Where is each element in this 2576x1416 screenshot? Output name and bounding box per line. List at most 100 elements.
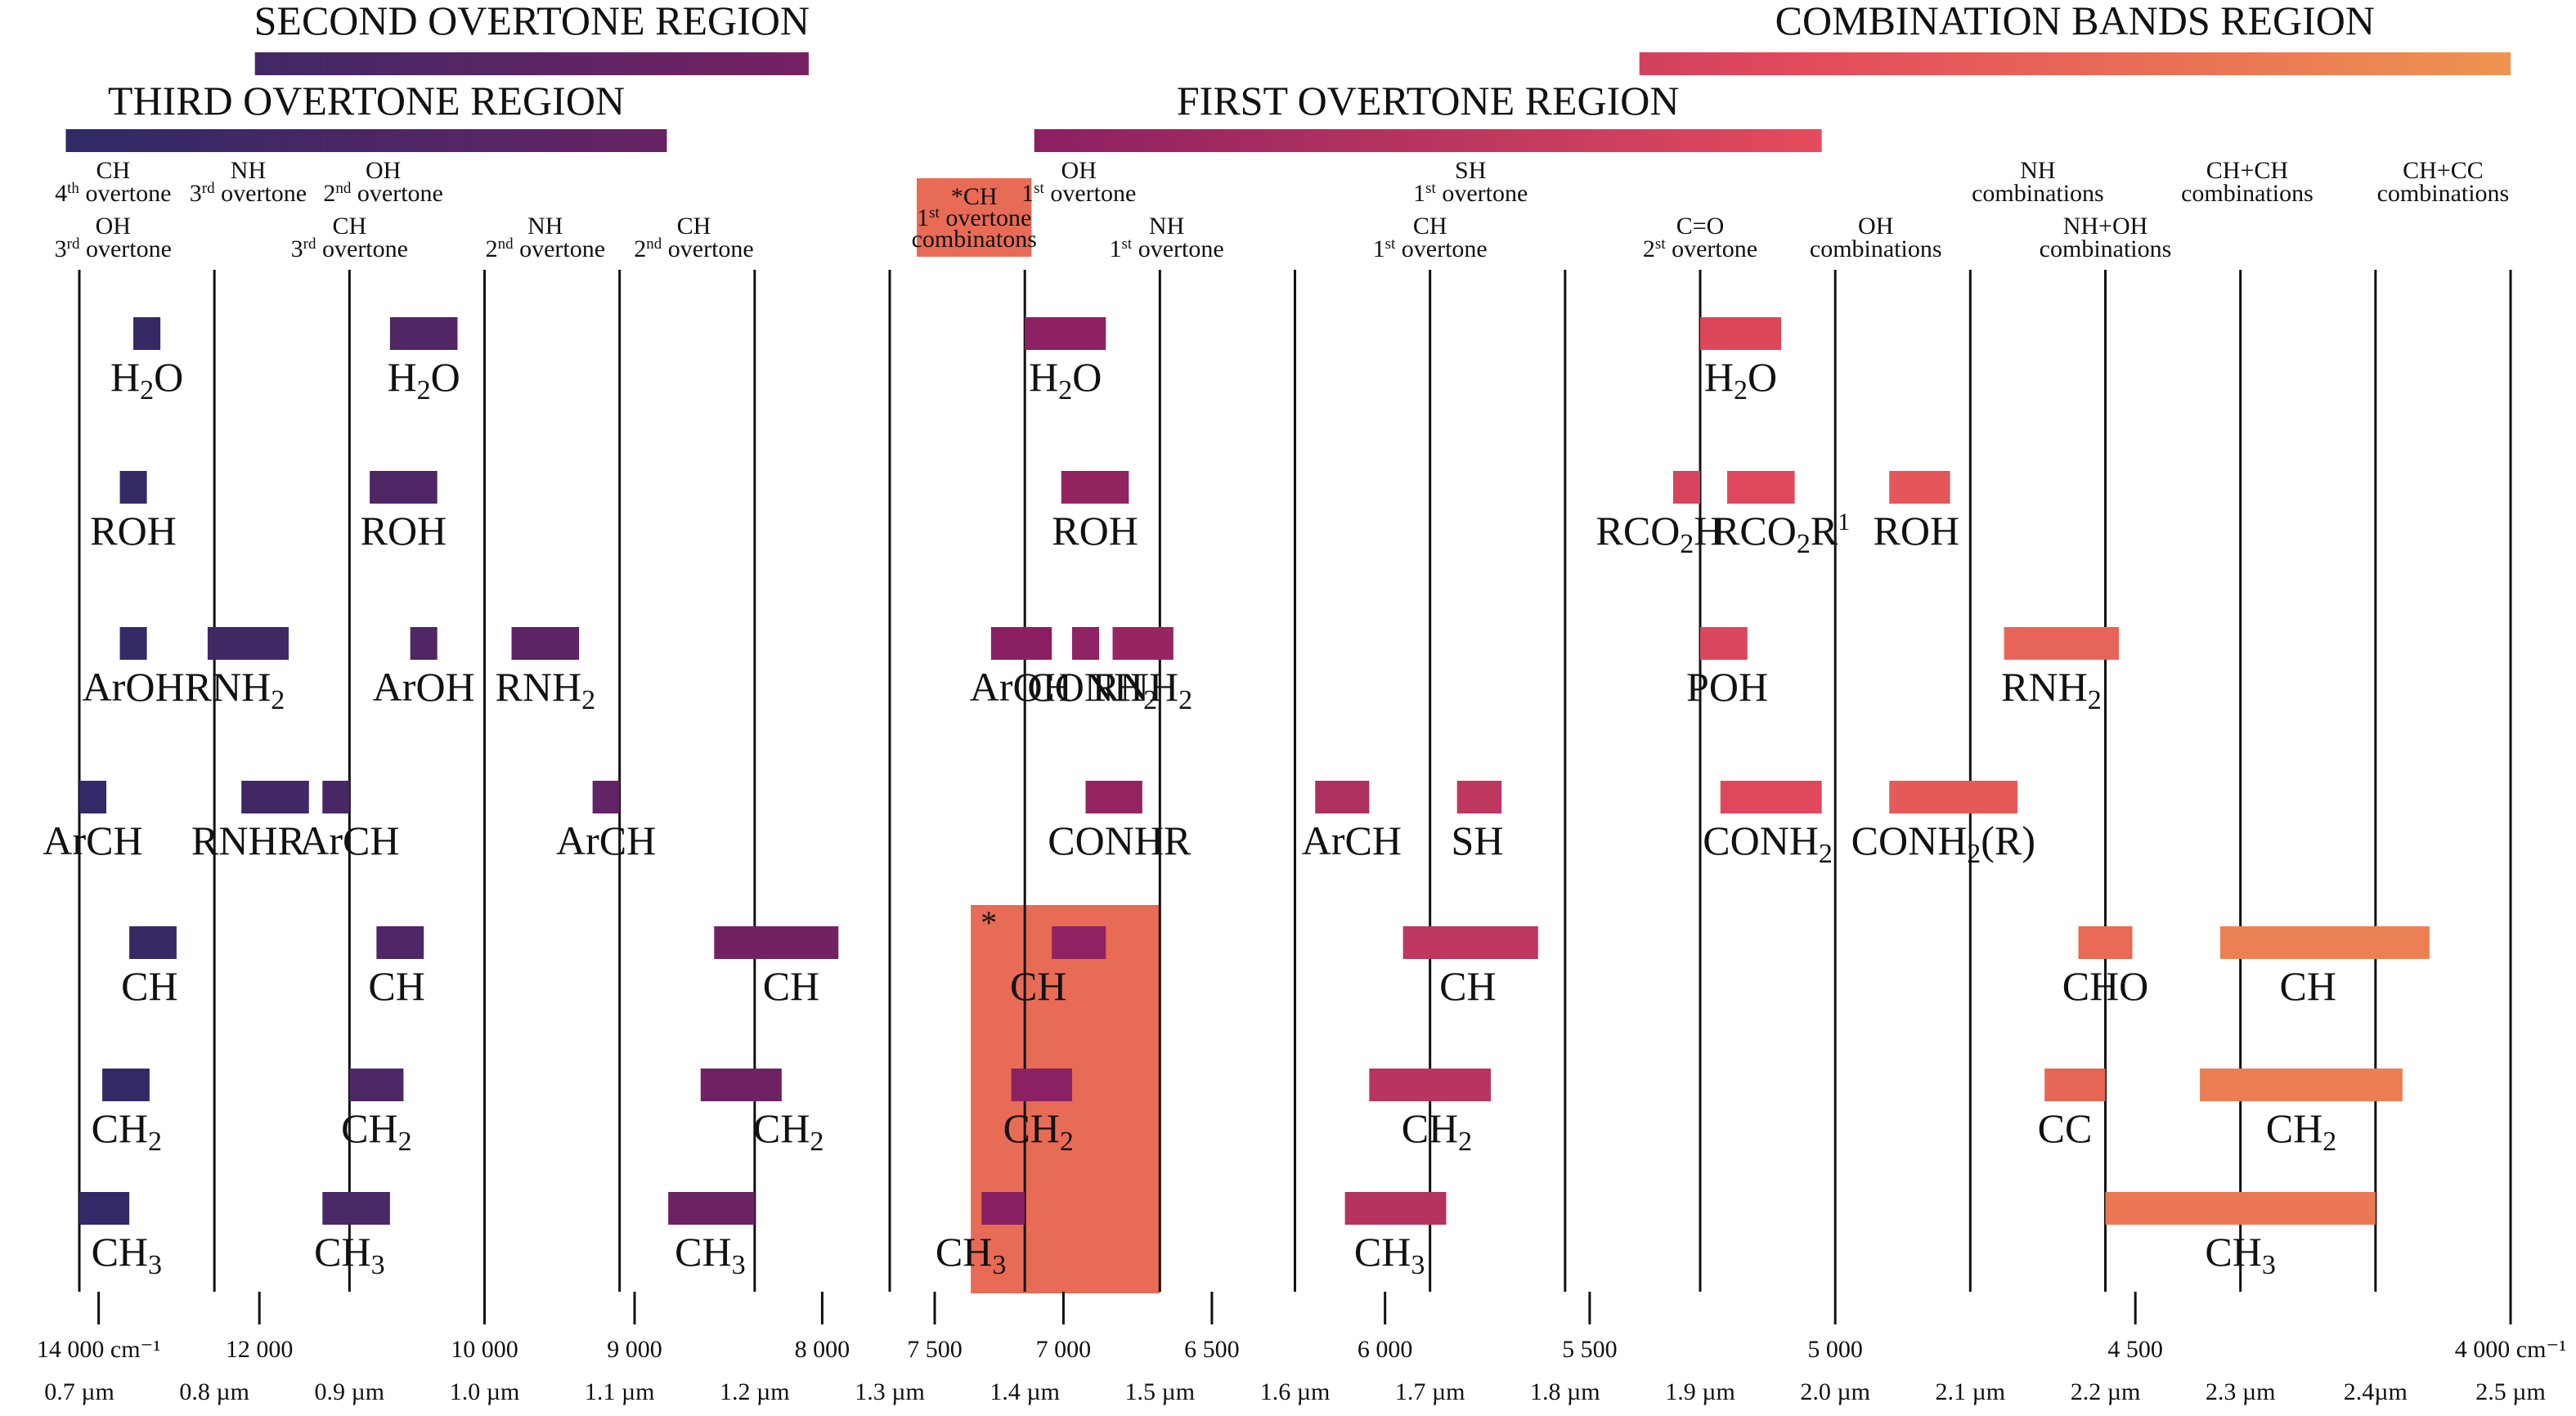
absorption-band: [1727, 471, 1795, 504]
wavenumber-tick-label: 8 000: [795, 1336, 850, 1363]
absorption-band: [1700, 317, 1782, 350]
wavenumber-tick-label: 6 000: [1358, 1336, 1413, 1363]
wavelength-tick-label: 0.9 µm: [315, 1378, 385, 1405]
header-group: OH: [96, 213, 131, 240]
wavenumber-tick-label: 12 000: [226, 1336, 294, 1363]
band-row5: CH CH CH CH CH CHO CH: [121, 926, 2430, 1009]
wavelength-tick-label: 2.0 µm: [1800, 1378, 1870, 1405]
wavenumber-tick-label: 5 000: [1807, 1336, 1863, 1363]
band-label: CH: [763, 963, 819, 1009]
wavelength-tick-label: 1.8 µm: [1530, 1378, 1600, 1405]
absorption-band: [981, 1192, 1025, 1225]
band-label: CH3: [92, 1229, 162, 1280]
header-group: CH: [332, 213, 366, 240]
wavenumber-tick-label: 4 500: [2107, 1336, 2163, 1363]
region-bar: [1639, 52, 2511, 75]
wavenumber-tick-label: 7 000: [1036, 1336, 1092, 1363]
wavelength-tick-label: 1.1 µm: [585, 1378, 655, 1405]
band-label: CC: [2038, 1105, 2093, 1151]
absorption-band: [2044, 1069, 2106, 1101]
band-label: SH: [1452, 818, 1504, 863]
wavelength-tick-label: 2.1 µm: [1936, 1378, 2006, 1405]
band-row7: CH3 CH3 CH3 CH3 CH3 CH3: [79, 1192, 2376, 1280]
wavelength-tick-label: 1.4 µm: [990, 1378, 1060, 1405]
absorption-band: [2004, 627, 2120, 660]
absorption-band: [79, 781, 107, 813]
absorption-band: [1889, 781, 2018, 813]
band-label: ArCH: [299, 818, 399, 863]
band-label: CONH2: [1027, 664, 1157, 715]
absorption-band: [119, 471, 147, 504]
absorption-band: [1700, 627, 1748, 660]
absorption-band: [389, 317, 458, 350]
band-label: H2O: [1704, 354, 1777, 406]
wavenumber-tick-label: 6 500: [1184, 1336, 1240, 1363]
header-group: NH: [231, 157, 266, 184]
band-label: RNHR: [191, 818, 306, 863]
header-mode: 1st overtone: [1413, 180, 1528, 208]
wavelength-tick-label: 2.3 µm: [2206, 1378, 2276, 1405]
header-group: C=O: [1676, 213, 1725, 240]
wavelength-tick-label: 0.7 µm: [44, 1378, 114, 1405]
band-label: RNH2: [496, 664, 596, 715]
band-label: CH2: [753, 1105, 824, 1157]
band-label: CH3: [2205, 1229, 2275, 1280]
band-label: CH2: [1003, 1105, 1073, 1157]
wavelength-tick-label: 1.6 µm: [1260, 1378, 1331, 1405]
header-mode: combinations: [2181, 180, 2313, 207]
absorption-band: [1025, 317, 1106, 350]
absorption-band: [79, 1192, 130, 1225]
absorption-band: [1061, 471, 1129, 504]
absorption-band: [102, 1069, 150, 1101]
band-label: ROH: [361, 508, 447, 553]
band-label: CH3: [936, 1229, 1006, 1280]
wavenumber-tick-label: 4 000 cm⁻¹: [2455, 1336, 2566, 1363]
band-label: RNH2: [185, 664, 285, 715]
wavenumber-tick-label: 7 500: [907, 1336, 963, 1363]
absorption-band: [2219, 926, 2430, 959]
header-group: OH: [1858, 213, 1893, 240]
absorption-band: [1071, 627, 1100, 660]
absorption-band: [592, 781, 620, 813]
wavelength-tick-label: 1.7 µm: [1395, 1378, 1465, 1405]
wavenumber-tick-label: 5 500: [1562, 1336, 1618, 1363]
header-group: OH: [366, 157, 401, 184]
band-label: ROH: [1873, 508, 1959, 553]
wavelength-tick-label: 1.5 µm: [1125, 1378, 1196, 1405]
band-label: ArCH: [43, 818, 142, 863]
absorption-band: [511, 627, 580, 660]
region-bar: [254, 52, 809, 75]
header-group: SH: [1455, 157, 1486, 184]
region-label: THIRD OVERTONE REGION: [108, 78, 625, 123]
region-label: SECOND OVERTONE REGION: [254, 0, 810, 43]
region-bar: [1034, 129, 1822, 152]
header-group: NH: [527, 213, 563, 240]
gridlines: [78, 270, 2512, 1292]
header-group: NH: [2020, 157, 2055, 184]
band-label: RCO2R1: [1712, 508, 1850, 559]
header-group: CH+CC: [2403, 157, 2484, 184]
band-label: CH2: [341, 1105, 411, 1157]
absorption-band: [410, 627, 438, 660]
absorption-band: [2105, 1192, 2376, 1225]
absorption-band: [1344, 1192, 1447, 1225]
absorption-band: [241, 781, 309, 813]
band-label: ArCH: [556, 818, 656, 863]
absorption-band: [370, 471, 438, 504]
header-mode: 3rd overtone: [190, 180, 307, 208]
wavelength-tick-label: 1.2 µm: [720, 1378, 790, 1405]
band-label: RCO2H: [1595, 508, 1723, 559]
absorption-band: [129, 926, 177, 959]
header-mode: 2nd overtone: [634, 235, 753, 263]
header-mode: 4th overtone: [55, 180, 171, 208]
highlight-label-line: 1st overtone: [917, 204, 1031, 232]
absorption-band: [990, 627, 1052, 660]
band-label: ROH: [1052, 508, 1138, 553]
header-mode: 3rd overtone: [291, 235, 408, 263]
